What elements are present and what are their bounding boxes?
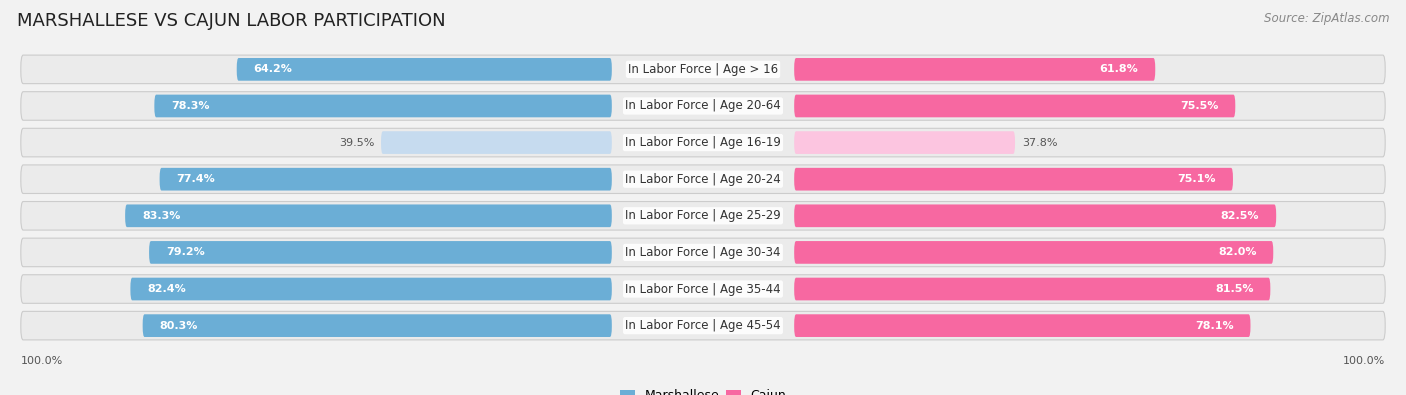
Text: In Labor Force | Age 20-24: In Labor Force | Age 20-24 xyxy=(626,173,780,186)
Text: 39.5%: 39.5% xyxy=(339,137,374,148)
FancyBboxPatch shape xyxy=(794,314,1250,337)
FancyBboxPatch shape xyxy=(794,131,1015,154)
Text: In Labor Force | Age 25-29: In Labor Force | Age 25-29 xyxy=(626,209,780,222)
FancyBboxPatch shape xyxy=(21,201,1385,230)
FancyBboxPatch shape xyxy=(381,131,612,154)
Text: In Labor Force | Age 20-64: In Labor Force | Age 20-64 xyxy=(626,100,780,113)
Text: In Labor Force | Age 30-34: In Labor Force | Age 30-34 xyxy=(626,246,780,259)
FancyBboxPatch shape xyxy=(794,58,1156,81)
Text: 75.1%: 75.1% xyxy=(1178,174,1216,184)
FancyBboxPatch shape xyxy=(142,314,612,337)
FancyBboxPatch shape xyxy=(131,278,612,300)
Text: 83.3%: 83.3% xyxy=(142,211,180,221)
FancyBboxPatch shape xyxy=(794,241,1274,264)
Text: 64.2%: 64.2% xyxy=(253,64,292,74)
Text: MARSHALLESE VS CAJUN LABOR PARTICIPATION: MARSHALLESE VS CAJUN LABOR PARTICIPATION xyxy=(17,12,446,30)
FancyBboxPatch shape xyxy=(21,128,1385,157)
FancyBboxPatch shape xyxy=(21,55,1385,84)
Text: 79.2%: 79.2% xyxy=(166,247,205,258)
FancyBboxPatch shape xyxy=(149,241,612,264)
FancyBboxPatch shape xyxy=(794,95,1236,117)
Text: 82.4%: 82.4% xyxy=(148,284,186,294)
Text: 78.1%: 78.1% xyxy=(1195,321,1233,331)
Text: 100.0%: 100.0% xyxy=(1343,356,1385,366)
FancyBboxPatch shape xyxy=(155,95,612,117)
FancyBboxPatch shape xyxy=(794,205,1277,227)
Text: In Labor Force | Age > 16: In Labor Force | Age > 16 xyxy=(628,63,778,76)
Text: 61.8%: 61.8% xyxy=(1099,64,1139,74)
Text: 78.3%: 78.3% xyxy=(172,101,209,111)
Text: In Labor Force | Age 16-19: In Labor Force | Age 16-19 xyxy=(626,136,780,149)
FancyBboxPatch shape xyxy=(21,275,1385,303)
Text: 37.8%: 37.8% xyxy=(1022,137,1057,148)
Text: 75.5%: 75.5% xyxy=(1180,101,1219,111)
Text: In Labor Force | Age 35-44: In Labor Force | Age 35-44 xyxy=(626,282,780,295)
Text: 100.0%: 100.0% xyxy=(21,356,63,366)
FancyBboxPatch shape xyxy=(21,165,1385,194)
FancyBboxPatch shape xyxy=(794,278,1271,300)
Text: 77.4%: 77.4% xyxy=(177,174,215,184)
FancyBboxPatch shape xyxy=(21,92,1385,120)
Text: 81.5%: 81.5% xyxy=(1215,284,1254,294)
FancyBboxPatch shape xyxy=(125,205,612,227)
Text: 82.0%: 82.0% xyxy=(1218,247,1257,258)
Text: 80.3%: 80.3% xyxy=(159,321,198,331)
Text: 82.5%: 82.5% xyxy=(1220,211,1260,221)
Legend: Marshallese, Cajun: Marshallese, Cajun xyxy=(614,384,792,395)
FancyBboxPatch shape xyxy=(21,238,1385,267)
FancyBboxPatch shape xyxy=(21,311,1385,340)
Text: In Labor Force | Age 45-54: In Labor Force | Age 45-54 xyxy=(626,319,780,332)
FancyBboxPatch shape xyxy=(794,168,1233,190)
Text: Source: ZipAtlas.com: Source: ZipAtlas.com xyxy=(1264,12,1389,25)
FancyBboxPatch shape xyxy=(236,58,612,81)
FancyBboxPatch shape xyxy=(160,168,612,190)
